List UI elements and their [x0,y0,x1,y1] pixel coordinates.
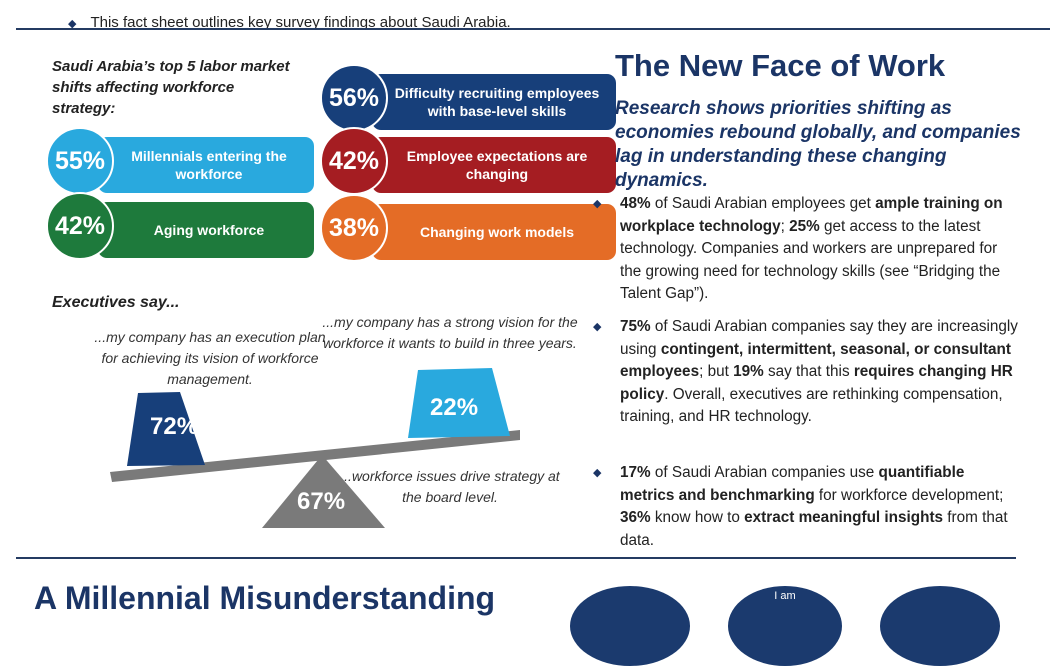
executives-heading: Executives say... [52,294,180,311]
seesaw-beam [110,430,520,482]
body-text: for workforce development; [814,486,1004,504]
highlight-text: 75% [620,318,651,335]
shift-label: Aging workforce [98,202,314,258]
quote-center: ...workforce issues drive strategy at th… [340,468,560,505]
shift-label: Millennials entering the workforce [98,137,314,193]
shift-label: Employee expectations are changing [372,137,616,193]
circle-3 [880,586,1000,666]
shift-label: Changing work models [372,204,616,260]
section-title: The New Face of Work [615,48,946,83]
highlight-text: extract meaningful insights [744,509,944,527]
diamond-bullet-icon: ◆ [68,18,77,30]
highlight-text: 48% [620,195,651,212]
body-text: of Saudi Arabian companies use [650,464,879,481]
body-text: of Saudi Arabian employees get [650,195,876,212]
divider [16,28,1050,30]
left-pct: 72% [150,413,199,440]
circle-2: I am [728,586,842,666]
shifts-heading: Saudi Arabia’s top 5 labor market shifts… [52,58,290,117]
highlight-text: 17% [620,464,651,481]
shift-percent: 42% [320,127,388,195]
highlight-text: contingent, intermittent, seasonal, or c… [620,340,1011,381]
bottom-heading: A Millennial Misunderstanding [34,580,496,616]
highlight-text: 36% [620,509,651,527]
quote-right: ...my company has a strong vision for th… [322,314,578,351]
highlight-text: quantifiable metrics and benchmarking [620,464,965,504]
body-text: get access to the latest technology. Com… [620,217,1001,303]
shift-percent: 56% [320,64,388,132]
highlight-text: ample training on workplace technology [620,195,1003,235]
right-pct: 22% [430,394,479,421]
divider [16,557,1016,559]
fulcrum [262,455,385,528]
finding-bullet: ◆ 17% of Saudi Arabian companies use quan… [593,462,1020,552]
left-weight [127,392,205,466]
section-subtitle: Research shows priorities shifting as ec… [615,98,1021,191]
body-text: know how to [650,509,745,527]
diamond-bullet-icon: ◆ [593,467,602,479]
body-text: say that this [763,363,854,381]
seesaw-graphic [110,368,520,528]
shift-percent: 42% [46,192,114,260]
highlight-text: requires changing HR policy [620,363,1013,403]
highlight-text: 19% [733,363,764,381]
diamond-bullet-icon: ◆ [593,198,602,210]
shift-percent: 38% [320,194,388,262]
body-text: from that data. [620,509,1008,549]
shift-label: Difficulty recruiting employees with bas… [372,74,616,130]
quote-left: ...my company has an execution plan for … [94,329,326,387]
diamond-bullet-icon: ◆ [593,321,602,333]
circle-1 [570,586,690,666]
finding-bullet: ◆ 75% of Saudi Arabian companies say they… [593,316,1020,429]
intro-line: ◆ This fact sheet outlines key survey fin… [68,14,511,31]
right-weight [408,368,510,438]
finding-bullet: ◆ 48% of Saudi Arabian employees get ampl… [593,193,1020,306]
body-text: of Saudi Arabian companies say they are … [620,318,1018,358]
body-text: ; but [699,363,734,381]
body-text: . Overall, executives are rethinking com… [620,385,1003,426]
body-text: ; [780,217,790,235]
center-pct: 67% [297,488,346,515]
highlight-text: 25% [789,217,820,235]
